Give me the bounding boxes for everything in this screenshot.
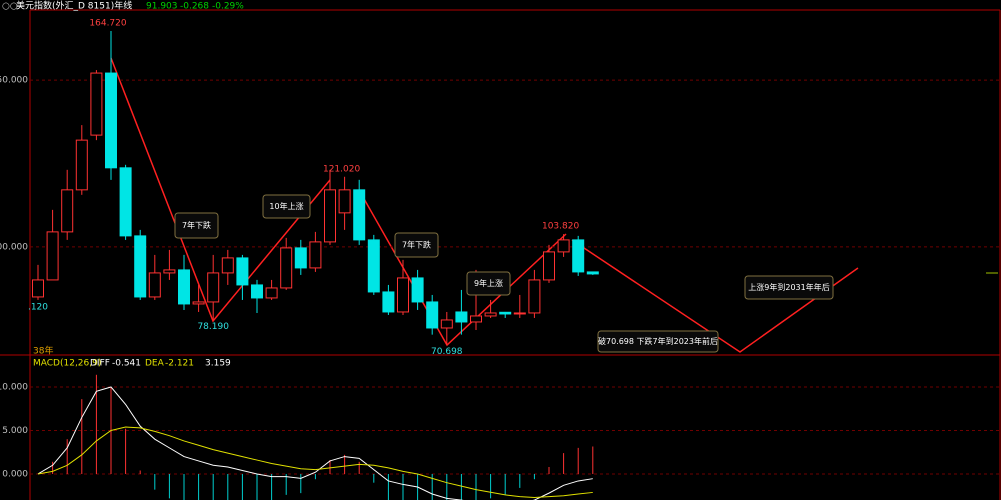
legend-label: DEA [145, 359, 165, 369]
chart-title: 美元指数(外汇_D 8151)年线 [16, 0, 132, 12]
candle-body [61, 189, 74, 233]
candle-body [280, 247, 293, 289]
trend-line [110, 57, 331, 323]
period-label: 38年 [33, 345, 53, 357]
candle-body [382, 291, 395, 313]
candle-body [528, 279, 541, 314]
candle-body [46, 231, 59, 281]
legend-label: DIFF [90, 359, 110, 369]
legend-value: -0.541 [112, 359, 141, 369]
candle-body [207, 272, 220, 303]
frame [0, 9, 1001, 500]
note: 7年下跌 [182, 220, 211, 230]
candle-body [557, 239, 570, 253]
note-box [744, 275, 834, 300]
candle-body [192, 301, 205, 305]
candle-body [309, 241, 322, 269]
note: 上涨9年到2031年年后 [748, 282, 829, 292]
candle-body [32, 279, 44, 298]
note-box [262, 194, 311, 219]
low-label: 70.698 [431, 347, 463, 357]
candle-body [251, 284, 263, 299]
high-label: 164.720 [89, 18, 126, 28]
low-label: 78.190 [197, 322, 229, 332]
note-box [394, 232, 439, 258]
candle-body [134, 235, 147, 298]
candle-body [543, 251, 555, 281]
candle-body [586, 271, 599, 275]
candle-body [426, 301, 439, 329]
note: 9年上涨 [474, 278, 503, 288]
note: 破70.698 下跌7年到2023年前后 [598, 336, 718, 346]
note: 10年上涨 [269, 201, 303, 211]
candle-body [513, 312, 526, 315]
candle-body [572, 239, 585, 273]
change: -0.268 [180, 2, 209, 12]
candle-body [163, 269, 176, 274]
candle-body [294, 247, 307, 269]
macd-line [37, 426, 593, 498]
note-box [597, 330, 719, 353]
change-pct: -0.29% [212, 2, 244, 12]
candle-body [148, 272, 161, 298]
y-tick-label: 150.000 [0, 76, 28, 86]
y-tick-label: 0.000 [2, 469, 28, 479]
candle-body [324, 189, 336, 243]
candle-body [470, 315, 482, 323]
note-box [466, 271, 511, 296]
candle-body [440, 319, 453, 329]
icon: ○○ [2, 2, 18, 12]
candle-body [338, 189, 351, 214]
legend-value: -2.121 [165, 359, 194, 369]
candle-body [499, 311, 512, 315]
candle-body [265, 287, 278, 299]
candle-body [221, 257, 234, 274]
candle-body [178, 269, 190, 305]
trend-line [358, 189, 567, 347]
macd-title: MACD(12,26,9) [33, 359, 101, 369]
candle-body [90, 72, 103, 136]
y-tick-label: 100.000 [0, 242, 28, 252]
candle-body [367, 239, 380, 293]
low-label: .120 [28, 302, 48, 312]
candle-body [411, 277, 424, 303]
candle-body [236, 257, 249, 286]
y-tick-label: 10.000 [0, 382, 28, 392]
candle-body [75, 139, 88, 191]
candle-body [397, 277, 409, 313]
note-box [174, 212, 219, 239]
macd-plot [37, 374, 594, 500]
macd-line [37, 386, 593, 500]
candle-body [484, 312, 497, 317]
note: 7年下跌 [402, 240, 431, 250]
candle-body [119, 167, 132, 237]
high-label: 103.820 [542, 222, 579, 232]
candle-body [353, 189, 366, 241]
candle-body [105, 72, 117, 169]
legend-value: 3.159 [205, 359, 231, 369]
candle-body [455, 311, 468, 323]
y-tick-label: 5.000 [2, 426, 28, 436]
last-price: 91.903 [146, 2, 178, 12]
high-label: 121.020 [323, 164, 360, 174]
